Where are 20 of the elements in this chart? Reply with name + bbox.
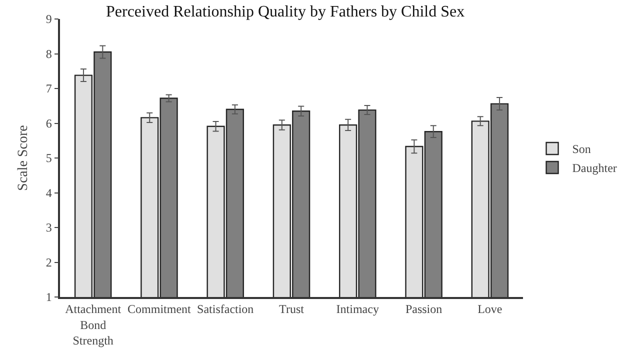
legend-label: Son [572, 142, 591, 156]
x-tick-label: Intimacy [336, 302, 379, 316]
x-tick-label: Satisfaction [197, 302, 254, 316]
y-tick-label: 1 [46, 290, 52, 304]
legend-label: Daughter [572, 161, 617, 176]
y-tick-label: 9 [46, 12, 52, 26]
y-tick-label: 4 [46, 186, 52, 200]
y-tick-label: 6 [46, 116, 52, 130]
y-tick-label: 3 [46, 220, 52, 235]
x-tick-label: Commitment [128, 302, 192, 316]
y-tick-label: 5 [46, 151, 52, 166]
chart-title: Perceived Relationship Quality by Fathers by Child Sex [106, 4, 465, 21]
y-tick-label: 2 [46, 255, 52, 270]
y-axis-title: Scale Score [16, 125, 31, 191]
x-tick-label: Trust [279, 302, 305, 316]
x-tick-label: Love [478, 302, 502, 316]
y-tick-label: 8 [46, 46, 52, 61]
x-tick-label: Passion [405, 302, 442, 316]
x-tick-label: Attachment Bond Strength [65, 302, 122, 348]
y-tick-label: 7 [46, 82, 52, 96]
